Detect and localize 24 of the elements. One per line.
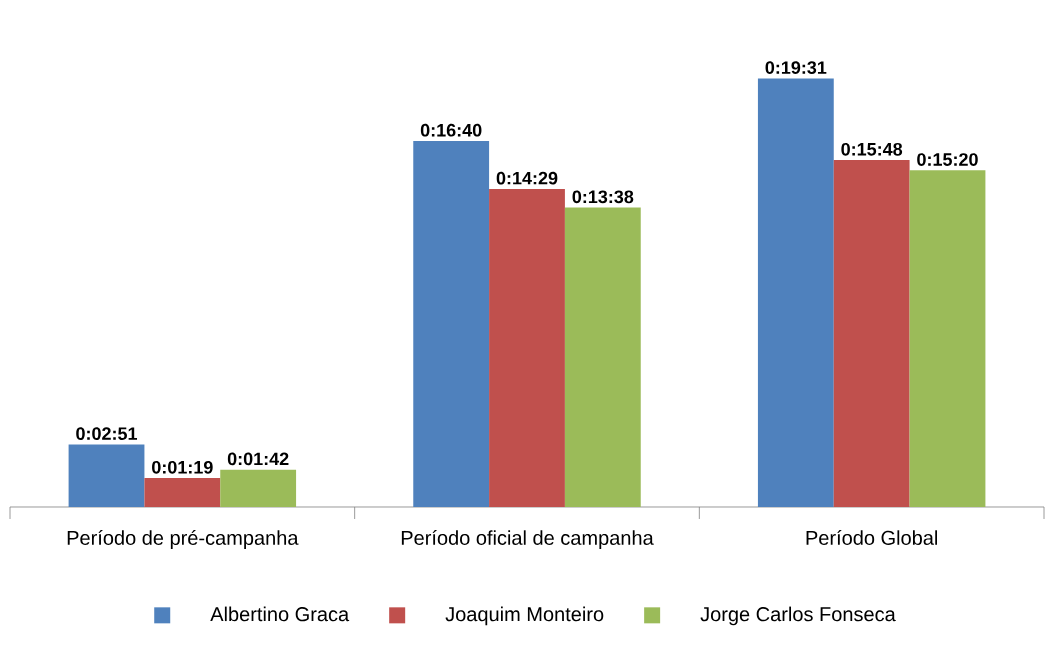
data-label: 0:14:29 [496,171,558,185]
x-tick-label: Período de pré-campanha [67,530,299,549]
data-label: 0:16:40 [420,123,482,137]
bar [489,188,565,507]
data-label: 0:15:48 [841,142,903,156]
bar [413,141,490,507]
bar [757,78,834,507]
data-label: 0:02:51 [76,427,138,441]
data-label: 0:15:20 [917,153,978,166]
bar [220,469,297,507]
data-label: 0:01:19 [152,460,213,474]
bar [909,170,986,507]
legend-label: Albertino Graca [210,606,350,622]
legend-label: Joaquim Monteiro [445,606,604,626]
bar [564,207,641,507]
bar [144,478,221,507]
x-tick-label: Período Global [806,530,937,545]
data-label: 0:19:31 [765,61,827,74]
data-label: 0:01:42 [227,452,289,466]
x-tick-label: Período oficial de campanha [401,530,654,549]
data-label: 0:13:38 [572,190,634,204]
bar [833,160,910,507]
bar [68,444,145,507]
legend-label: Jorge Carlos Fonseca [700,606,896,626]
